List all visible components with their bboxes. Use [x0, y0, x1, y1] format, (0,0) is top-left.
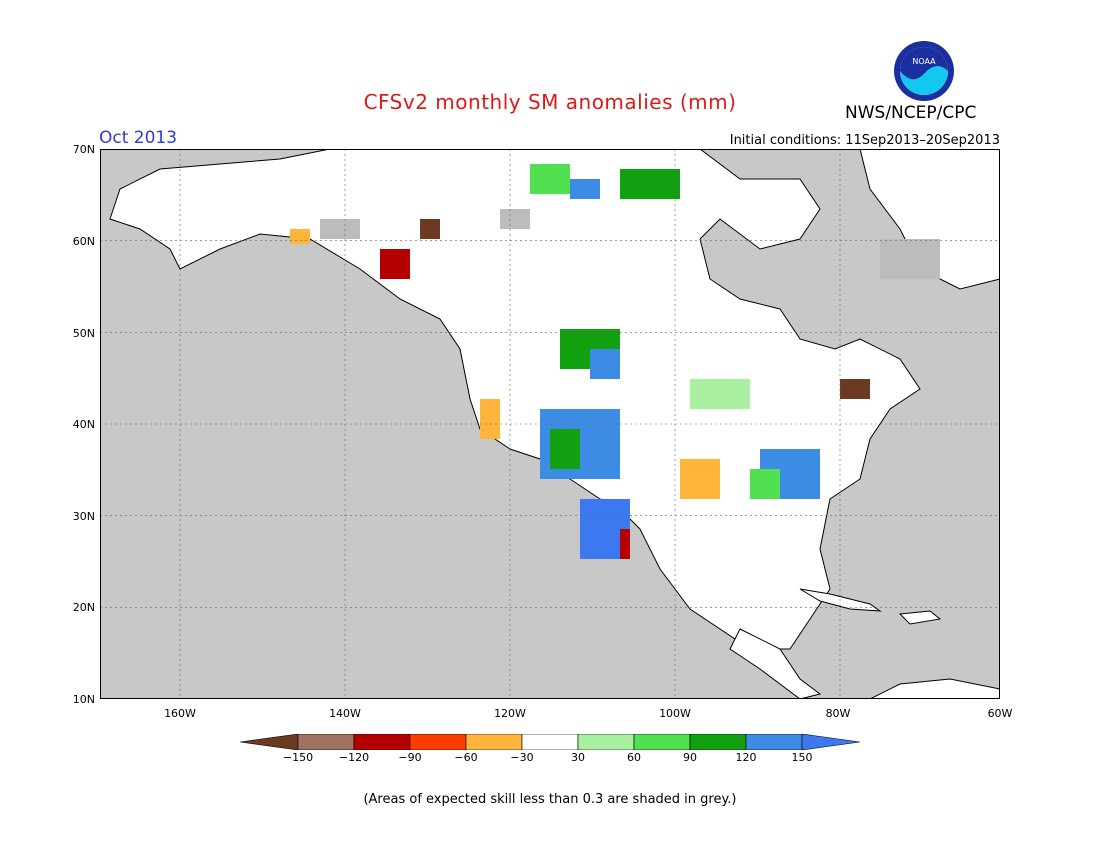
lat-label: 40N — [72, 418, 95, 431]
graticule — [100, 149, 1000, 699]
colorbar-swatch — [465, 734, 523, 750]
colorbar-high-arrow — [801, 734, 861, 750]
colorbar-swatch — [353, 734, 411, 750]
org-label: NWS/NCEP/CPC — [845, 103, 977, 123]
colorbar-swatch — [297, 734, 355, 750]
colorbar-swatch — [633, 734, 691, 750]
lon-label: 120W — [494, 707, 526, 720]
colorbar — [240, 734, 861, 750]
colorbar-label: 30 — [571, 751, 585, 764]
svg-text:NOAA: NOAA — [912, 57, 936, 66]
lon-label: 140W — [329, 707, 361, 720]
colorbar-label: 60 — [627, 751, 641, 764]
colorbar-label: −90 — [398, 751, 422, 764]
lat-label: 50N — [72, 327, 95, 340]
colorbar-swatch — [577, 734, 635, 750]
lon-label: 160W — [164, 707, 196, 720]
lat-label: 10N — [72, 693, 95, 706]
anomaly-cells — [290, 164, 870, 559]
colorbar-swatch — [409, 734, 467, 750]
colorbar-label: −120 — [338, 751, 370, 764]
lon-label: 80W — [825, 707, 851, 720]
colorbar-label: 150 — [791, 751, 813, 764]
lat-label: 30N — [72, 510, 95, 523]
noaa-logo: NOAA — [894, 41, 954, 101]
forecast-month: Oct 2013 — [99, 128, 178, 148]
anomaly-map — [100, 149, 1000, 699]
lat-label: 70N — [72, 143, 95, 156]
colorbar-label: −60 — [454, 751, 478, 764]
colorbar-swatch — [521, 734, 579, 750]
initial-conditions: Initial conditions: 11Sep2013–20Sep2013 — [729, 133, 1000, 148]
colorbar-low-arrow — [240, 734, 299, 750]
colorbar-swatch — [745, 734, 803, 750]
colorbar-label: −30 — [510, 751, 534, 764]
lat-label: 20N — [72, 601, 95, 614]
lon-label: 100W — [659, 707, 691, 720]
lon-label: 60W — [987, 707, 1013, 720]
colorbar-swatch — [689, 734, 747, 750]
colorbar-label: −150 — [282, 751, 314, 764]
map-title: CFSv2 monthly SM anomalies (mm) — [363, 90, 737, 114]
lat-label: 60N — [72, 235, 95, 248]
low-skill-patches — [320, 209, 940, 279]
colorbar-label: 90 — [683, 751, 697, 764]
colorbar-label: 120 — [735, 751, 757, 764]
skill-footnote: (Areas of expected skill less than 0.3 a… — [363, 792, 737, 807]
